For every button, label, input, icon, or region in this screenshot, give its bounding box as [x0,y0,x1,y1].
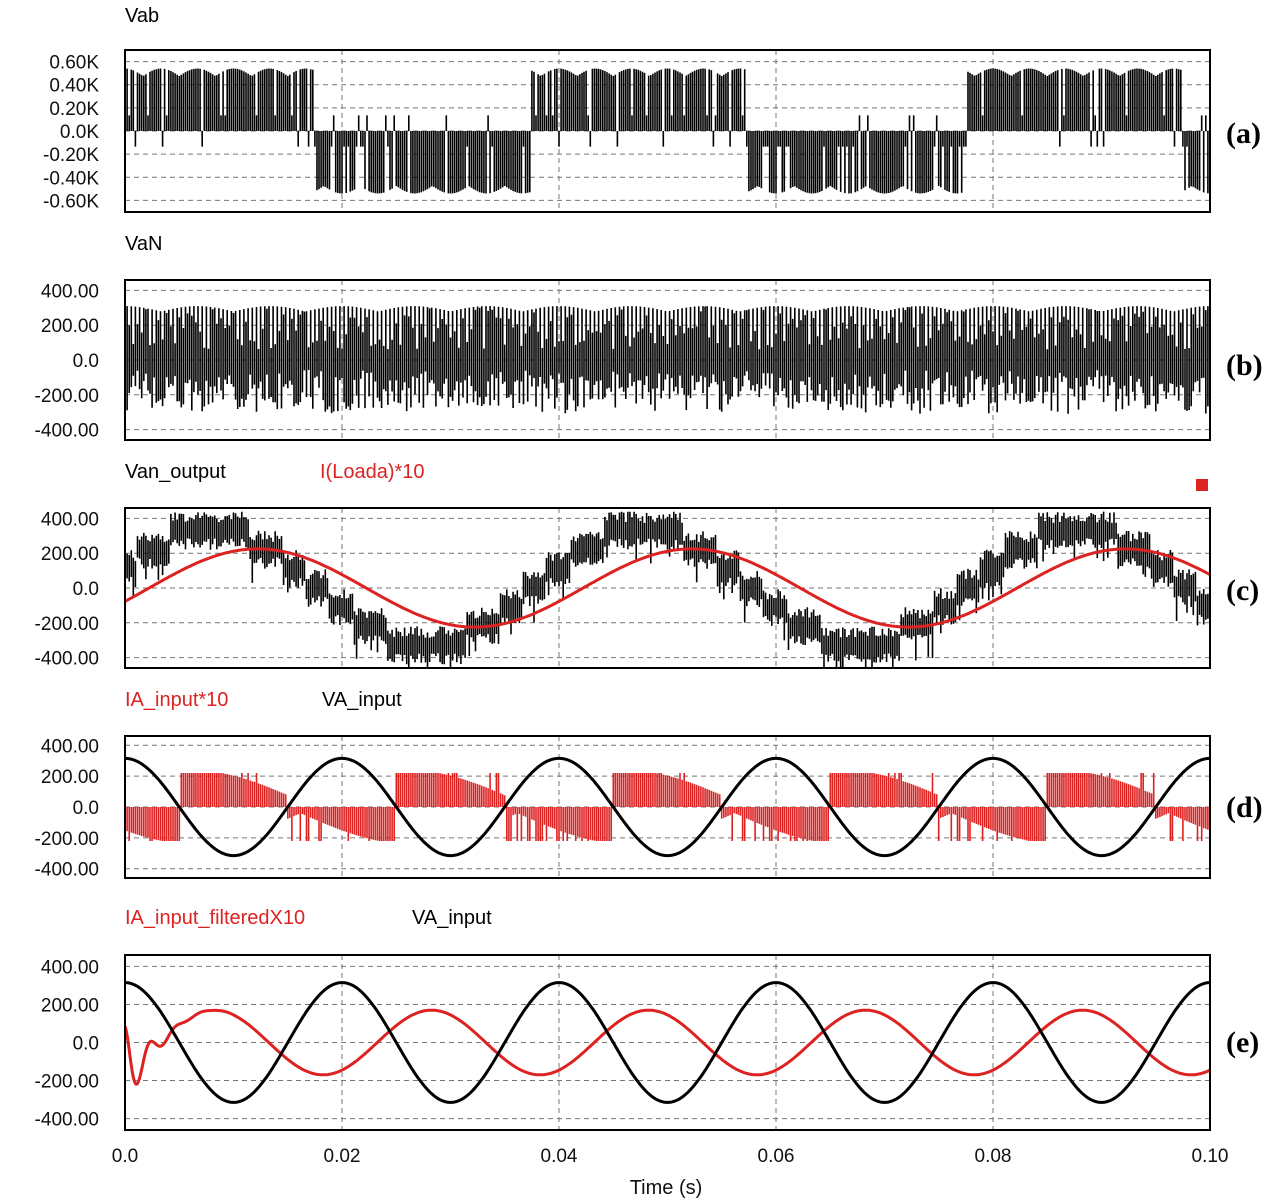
y-tick-label: 200.00 [41,995,99,1016]
series-group [125,511,1210,668]
y-tick-label: 0.40K [49,76,99,97]
series-label-va-input: VA_input [322,689,402,711]
series-group [125,68,1210,194]
panel-tag: (b) [1226,349,1263,382]
y-tick-label: -400.00 [35,1110,99,1131]
plot-frame [124,279,1211,441]
plot-frame [124,49,1211,213]
y-tick-label: 200.00 [41,767,99,788]
y-tick-label: 400.00 [41,509,99,530]
series-va-input [125,981,1210,1104]
y-tick-label: 400.00 [41,736,99,757]
x-axis-title: Time (s) [630,1177,703,1199]
series-label-van-output: Van_output [125,461,226,483]
plot-frame [124,735,1211,879]
series-label-va-input: VA_input [412,907,492,929]
red-marker-square [1196,479,1208,491]
series-group [125,756,1210,858]
y-tick-label: -400.00 [35,860,99,881]
y-tick-label: -200.00 [35,614,99,635]
panel-b: 400.00 200.00 0.0 -200.00 -400.00 VaN (b) [35,233,1263,442]
series-ia-input-filteredx10 [125,1008,1210,1086]
series-label-vab: Vab [125,5,159,27]
series-va-input [125,756,1210,858]
y-tick-label: 0.20K [49,99,99,120]
plot-frame [124,954,1211,1131]
y-tick-label: -0.20K [43,145,99,166]
x-tick-label: 0.02 [324,1146,361,1167]
y-tick-label: 0.0 [73,579,99,600]
panel-tag: (d) [1226,791,1263,824]
y-tick-label: -0.60K [43,191,99,212]
y-tick-label: -400.00 [35,421,99,442]
panel-tag: (c) [1226,574,1259,607]
series-label-i-loada-10: I(Loada)*10 [320,461,425,483]
y-tick-label: 400.00 [41,957,99,978]
panel-tag: (a) [1226,117,1261,150]
y-tick-label: -400.00 [35,649,99,670]
x-tick-label: 0.04 [541,1146,578,1167]
series-label-van: VaN [125,233,162,255]
y-tick-label: 0.0 [73,798,99,819]
plot-frame [124,507,1211,669]
x-tick-label: 0.0 [112,1146,138,1167]
y-tick-label: -200.00 [35,1072,99,1093]
y-tick-label: -200.00 [35,386,99,407]
y-tick-label: 0.0 [73,1034,99,1055]
series-vab [125,68,1210,194]
series-van [125,306,1210,414]
panel-d: 400.00 200.00 0.0 -200.00 -400.00 IA_input*10… [35,689,1263,881]
x-tick-label: 0.08 [975,1146,1012,1167]
panel-c: 400.00 200.00 0.0 -200.00 -400.00 Van_output I… [35,461,1260,670]
y-tick-label: 0.0 [73,351,99,372]
y-tick-label: 200.00 [41,316,99,337]
y-tick-label: 0.60K [49,53,99,74]
series-label-ia-input-10: IA_input*10 [125,689,228,711]
y-tick-label: -0.40K [43,168,99,189]
y-tick-label: 0.0K [60,122,99,143]
x-tick-label: 0.06 [758,1146,795,1167]
y-tick-label: -200.00 [35,829,99,850]
series-van-output [125,511,1210,668]
series-i-loada-10 [125,547,1210,629]
x-tick-label: 0.10 [1192,1146,1229,1167]
panel-tag: (e) [1226,1026,1259,1059]
series-ia-input-10 [125,773,1210,841]
series-group [125,981,1210,1104]
y-tick-label: 200.00 [41,544,99,565]
panel-e: 400.00 200.00 0.0 -200.00 -400.00 IA_input_fi… [35,907,1259,1131]
y-tick-label: 400.00 [41,281,99,302]
series-group [125,306,1210,414]
series-label-ia-input-filteredx10: IA_input_filteredX10 [125,907,305,929]
